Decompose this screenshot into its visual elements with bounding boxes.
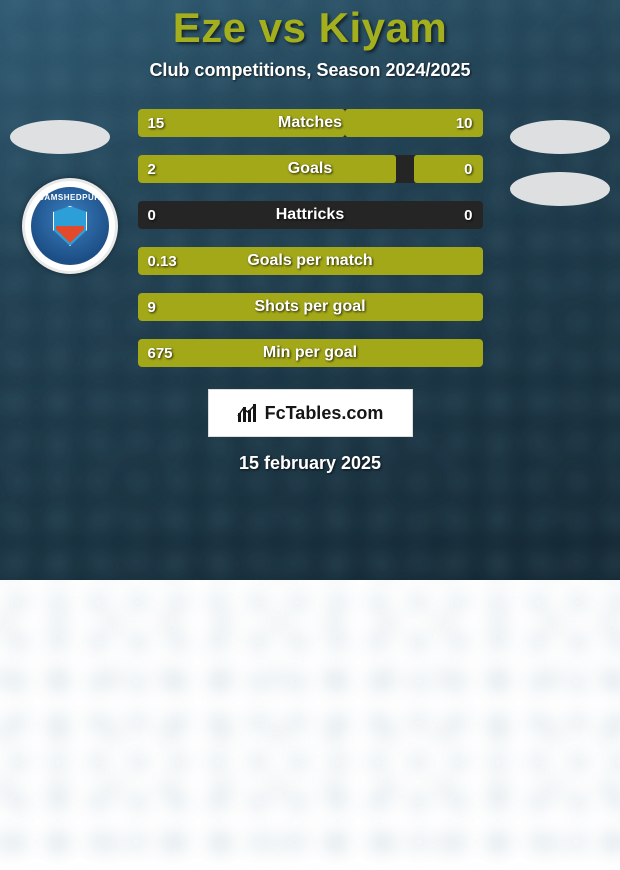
bar-track: [138, 155, 483, 183]
bar-right-fill: [345, 109, 483, 137]
brand-box: FcTables.com: [208, 389, 413, 437]
bar-track: [138, 247, 483, 275]
stat-row: Min per goal675: [138, 339, 483, 367]
page-title: Eze vs Kiyam: [173, 4, 448, 52]
club-badge-inner: JAMSHEDPUR: [31, 187, 109, 265]
club-badge: JAMSHEDPUR: [22, 178, 118, 274]
bar-left-fill: [138, 293, 483, 321]
stat-row: Shots per goal9: [138, 293, 483, 321]
bar-right-fill: [414, 155, 483, 183]
club-badge-text: JAMSHEDPUR: [31, 193, 109, 202]
player-right-avatar: [510, 120, 610, 154]
date-text: 15 february 2025: [239, 453, 381, 474]
bar-left-fill: [138, 247, 483, 275]
player-left-avatar: [10, 120, 110, 154]
bar-left-fill: [138, 109, 345, 137]
brand-text: FcTables.com: [265, 403, 384, 424]
subtitle: Club competitions, Season 2024/2025: [149, 60, 470, 81]
bar-track: [138, 339, 483, 367]
stat-row: Matches1510: [138, 109, 483, 137]
bar-left-fill: [138, 339, 483, 367]
club-shield-icon: [53, 206, 87, 246]
bar-left-fill: [138, 155, 397, 183]
player-right-avatar-shadow: [510, 172, 610, 206]
stat-row: Hattricks00: [138, 201, 483, 229]
stat-bars: Matches1510 Goals20 Hattricks00 Goals per m…: [138, 109, 483, 367]
stat-row: Goals per match0.13: [138, 247, 483, 275]
bar-track: [138, 109, 483, 137]
bar-track: [138, 201, 483, 229]
bar-track: [138, 293, 483, 321]
stat-row: Goals20: [138, 155, 483, 183]
brand-chart-icon: [237, 403, 259, 423]
